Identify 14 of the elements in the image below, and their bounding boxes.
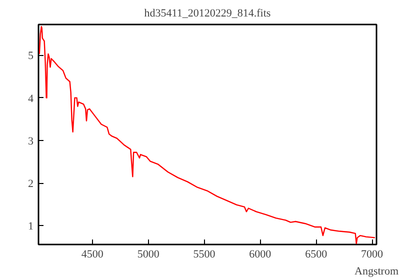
x-tick-label: 5500 (193, 248, 216, 260)
x-axis-title: Angstrom (354, 266, 399, 278)
x-tick-label: 7000 (361, 248, 384, 260)
line-series (38, 26, 376, 244)
y-tick-label: 5 (28, 50, 34, 62)
x-tick-label: 4500 (81, 248, 104, 260)
chart-title: hd35411_20120229_814.fits (144, 8, 271, 20)
y-tick-label: 2 (28, 178, 34, 190)
y-tick-label: 3 (28, 135, 34, 148)
y-tick-label: 4 (28, 92, 34, 105)
y-tick-label: 1 (28, 220, 34, 233)
x-tick-label: 6500 (305, 248, 328, 260)
x-tick-label: 5000 (137, 248, 160, 260)
x-tick-label: 6000 (249, 248, 272, 260)
